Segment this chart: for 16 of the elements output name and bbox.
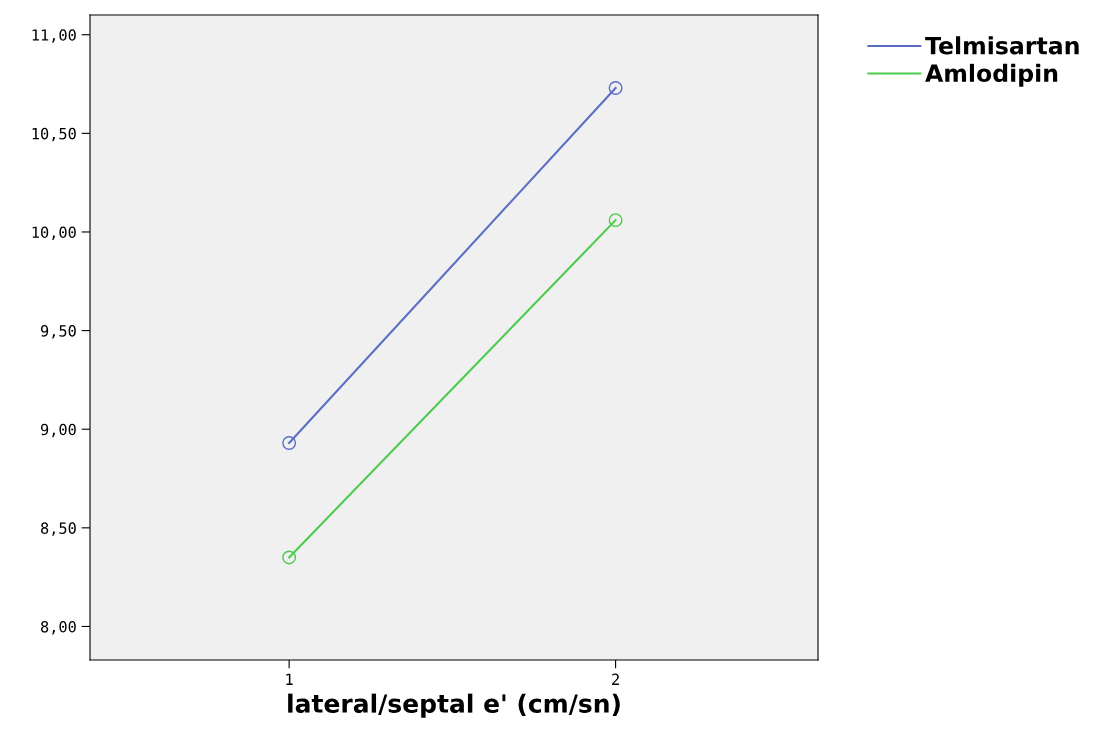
y-tick-label: 10,00 [32,226,76,240]
point [282,550,297,565]
y-tick-label: 11,00 [32,29,76,43]
y-tick-label: 8,00 [40,620,76,635]
x-tick-label: 1 [286,673,293,685]
x-tick-label: 2 [612,673,619,685]
x-axis-title: lateral/septal e' (cm/sn) [288,693,620,718]
point [608,81,623,95]
legend-label: Amlodipin [925,63,1058,87]
y-tick-label: 10,50 [32,127,76,142]
y-tick-label: 9,50 [40,325,76,339]
point [608,213,623,228]
y-tick-label: 8,50 [40,522,76,536]
point [282,436,297,450]
legend-label: Telmisartan [925,36,1079,55]
y-tick-label: 9,00 [40,423,76,438]
